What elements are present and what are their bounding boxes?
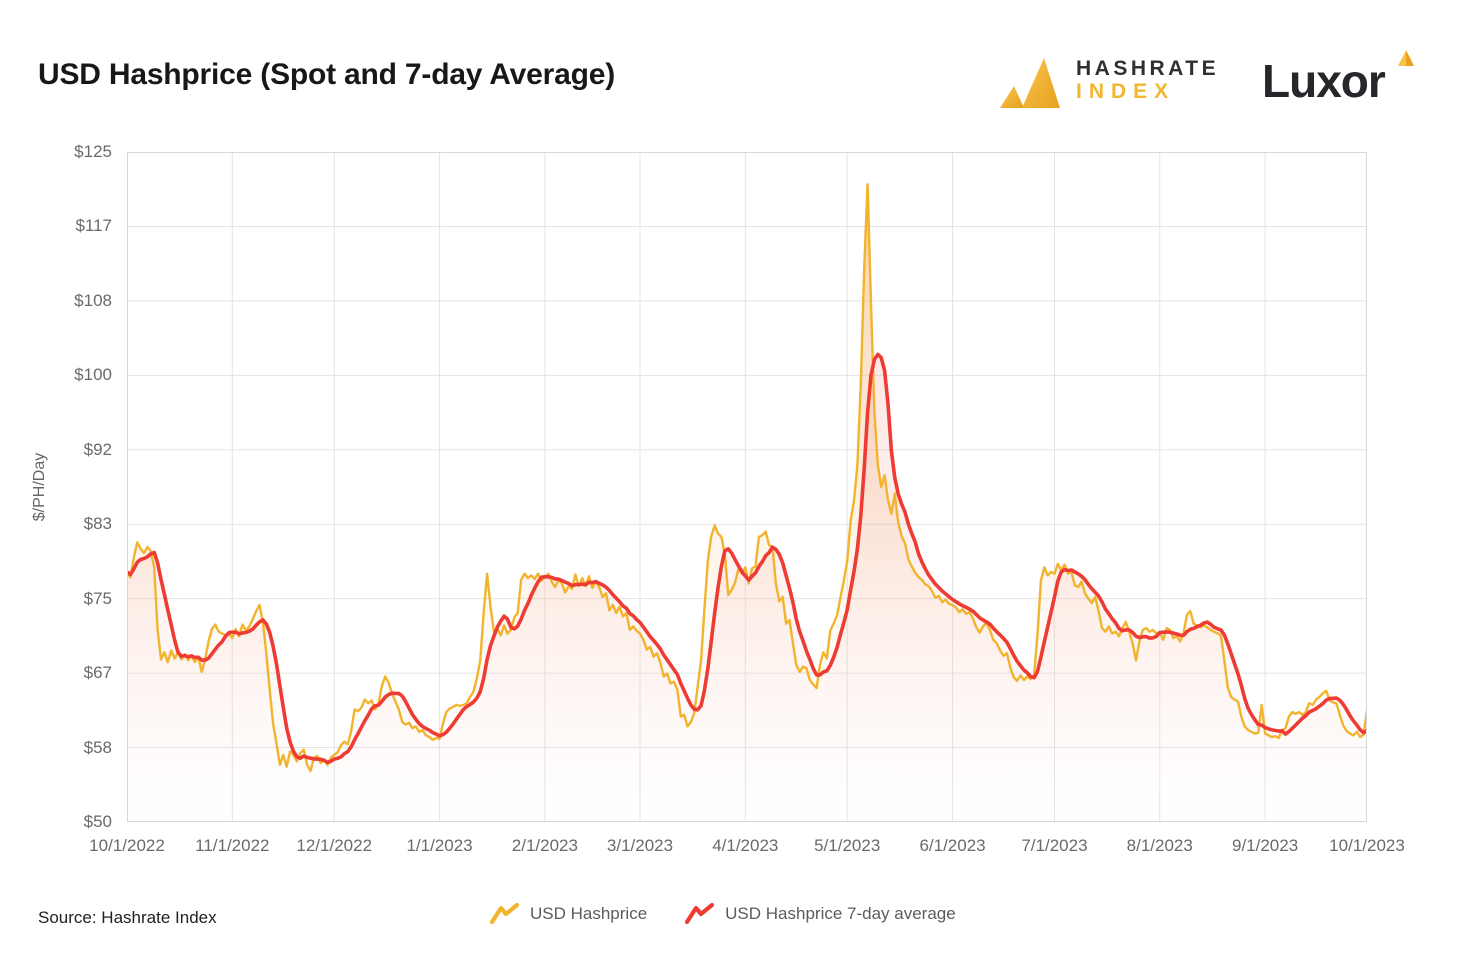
hashrate-text: HASHRATE [1076,57,1220,81]
x-tick-label: 1/1/2023 [406,836,473,855]
x-tick-label: 3/1/2023 [606,836,674,855]
y-tick-label: $75 [83,588,112,608]
luxor-wordmark: Luxor [1262,55,1386,107]
luxor-logo: Luxor [1262,50,1422,110]
hashrate-index-wordmark: HASHRATE INDEX [1076,58,1219,103]
y-tick-label: $58 [83,737,112,757]
y-tick-label: $50 [83,812,112,831]
x-tick-label: 12/1/2022 [296,836,373,855]
y-tick-label: $92 [83,439,112,459]
y-tick-label: $117 [75,216,112,236]
hashrate-index-logo: HASHRATE INDEX [998,52,1219,110]
hashrate-index-triangles-icon [1000,58,1060,108]
index-text: INDEX [1076,80,1176,103]
page-title: USD Hashprice (Spot and 7-day Average) [38,58,615,91]
x-tick-label: 10/1/2022 [89,836,165,855]
legend-item: USD Hashprice [490,902,647,926]
x-tick-label: 10/1/2023 [1329,836,1405,855]
x-tick-label: 6/1/2023 [919,836,986,855]
legend-zigzag-icon [685,902,715,925]
x-tick-label: 2/1/2023 [511,836,578,855]
y-tick-label: $108 [74,290,112,310]
x-tick-label: 8/1/2023 [1126,836,1193,855]
series-paths [125,183,1369,822]
chart-plot-area [125,151,1369,823]
legend-label: USD Hashprice 7-day average [725,904,956,923]
x-tick-label: 5/1/2023 [814,836,881,855]
source-note: Source: Hashrate Index [38,908,217,927]
legend-zigzag-icon [490,902,520,925]
x-tick-label: 11/1/2022 [195,836,270,855]
hashprice-chart [125,151,1369,823]
legend-item: USD Hashprice 7-day average [685,902,956,926]
y-tick-label: $100 [74,365,112,385]
y-tick-label: $67 [83,663,112,683]
chart-legend: USD Hashprice USD Hashprice 7-day average [490,902,956,926]
y-tick-label: $125 [74,142,112,161]
x-tick-label: 7/1/2023 [1021,836,1088,855]
luxor-triangle-icon [1398,50,1414,66]
plot-border [127,152,1367,822]
small-triangle [1000,86,1024,108]
y-tick-label: $83 [83,514,112,534]
average-line-path [125,352,1369,765]
average-area-fill [127,354,1367,822]
x-tick-label: 9/1/2023 [1231,836,1299,855]
y-axis-title: $/PH/Day [31,452,48,522]
legend-label: USD Hashprice [530,904,648,923]
large-triangle [1022,58,1060,108]
x-tick-label: 4/1/2023 [712,836,779,855]
